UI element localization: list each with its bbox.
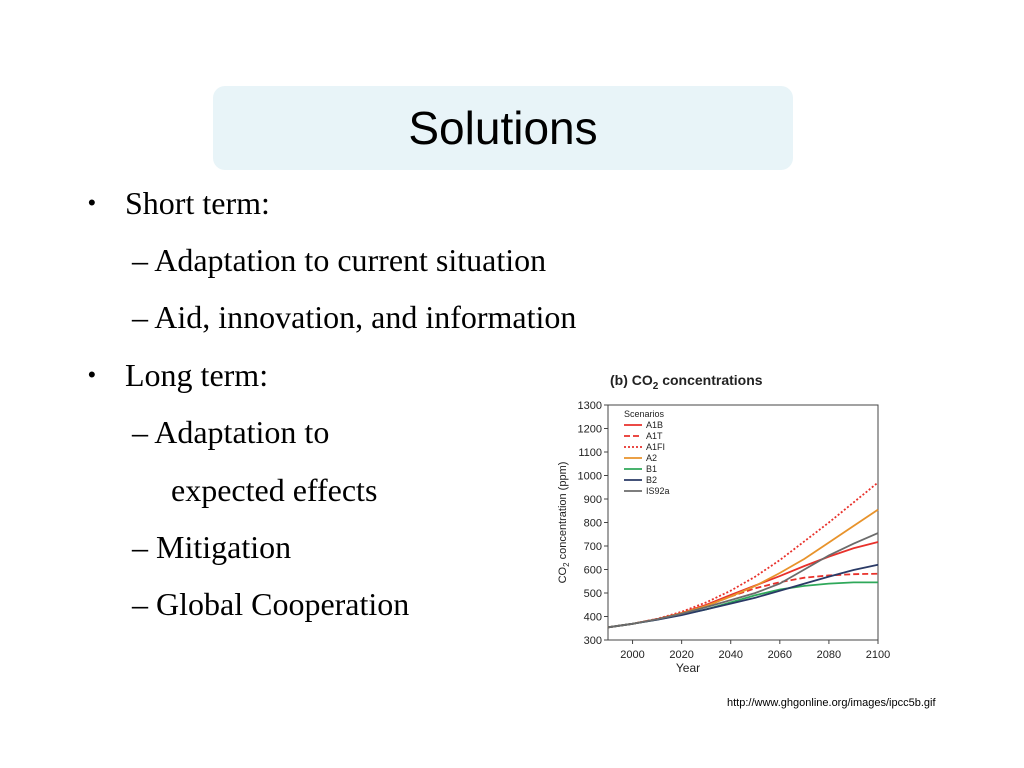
y-tick-label: 600	[584, 565, 602, 577]
series-line-is92a	[607, 532, 879, 629]
x-tick-label: 2080	[817, 649, 841, 661]
y-tick-label: 1200	[578, 424, 602, 436]
y-tick-label: 900	[584, 494, 602, 506]
chart-title: (b) CO2 concentrations	[610, 372, 763, 392]
sub-bullet: – Mitigation	[132, 528, 291, 566]
y-tick-label: 1300	[578, 400, 602, 412]
x-tick-label: 2060	[768, 649, 792, 661]
bullet-marker: •	[88, 190, 96, 215]
sub-bullet-text: Aid, innovation, and information	[154, 299, 577, 335]
y-tick-label: 500	[584, 588, 602, 600]
y-tick-label: 300	[584, 635, 602, 647]
dash-marker: –	[132, 529, 148, 565]
x-tick-label: 2020	[669, 649, 693, 661]
y-tick-label: 800	[584, 518, 602, 530]
y-tick-label: 1000	[578, 471, 602, 483]
bullet-marker: •	[88, 362, 96, 387]
legend-label: A2	[646, 453, 657, 463]
legend-label: A1T	[646, 431, 663, 441]
dash-marker: –	[132, 299, 148, 335]
sub-bullet-text: Adaptation to current situation	[154, 242, 547, 278]
co2-concentration-chart: (b) CO2 concentrations 300 400 500 600 700 800…	[557, 372, 890, 675]
bullet-long-term: Long term:	[125, 357, 269, 393]
slide-title: Solutions	[408, 102, 598, 154]
x-axis-label: Year	[676, 661, 700, 675]
legend-title: Scenarios	[624, 409, 665, 419]
y-axis-label: CO2 concentration (ppm)	[557, 462, 571, 584]
y-tick-label: 1100	[578, 447, 602, 459]
dash-marker: –	[132, 414, 148, 450]
sub-bullet-text: Mitigation	[156, 529, 292, 565]
legend-label: A1B	[646, 420, 663, 430]
title-box: Solutions	[213, 86, 793, 170]
sub-bullet-continuation: expected effects	[171, 472, 378, 508]
source-url: http://www.ghgonline.org/images/ipcc5b.g…	[727, 697, 936, 709]
x-tick-label: 2040	[718, 649, 742, 661]
legend-label: IS92a	[646, 486, 670, 496]
sub-bullet: – Aid, innovation, and information	[132, 298, 576, 336]
x-tick-label: 2100	[866, 649, 890, 661]
x-tick-label: 2000	[620, 649, 644, 661]
legend-label: A1FI	[646, 442, 665, 452]
y-tick-label: 400	[584, 612, 602, 624]
bullet-short-term: Short term:	[125, 185, 270, 221]
dash-marker: –	[132, 242, 148, 278]
dash-marker: –	[132, 586, 148, 622]
y-tick-label: 700	[584, 541, 602, 553]
sub-bullet: – Adaptation to current situation	[132, 241, 546, 279]
legend-label: B2	[646, 475, 657, 485]
sub-bullet: – Global Cooperation	[132, 585, 409, 623]
legend-label: B1	[646, 464, 657, 474]
sub-bullet: – Adaptation to	[132, 413, 329, 451]
sub-bullet-text: Adaptation to	[154, 414, 330, 450]
sub-bullet-text: Global Cooperation	[156, 586, 410, 622]
